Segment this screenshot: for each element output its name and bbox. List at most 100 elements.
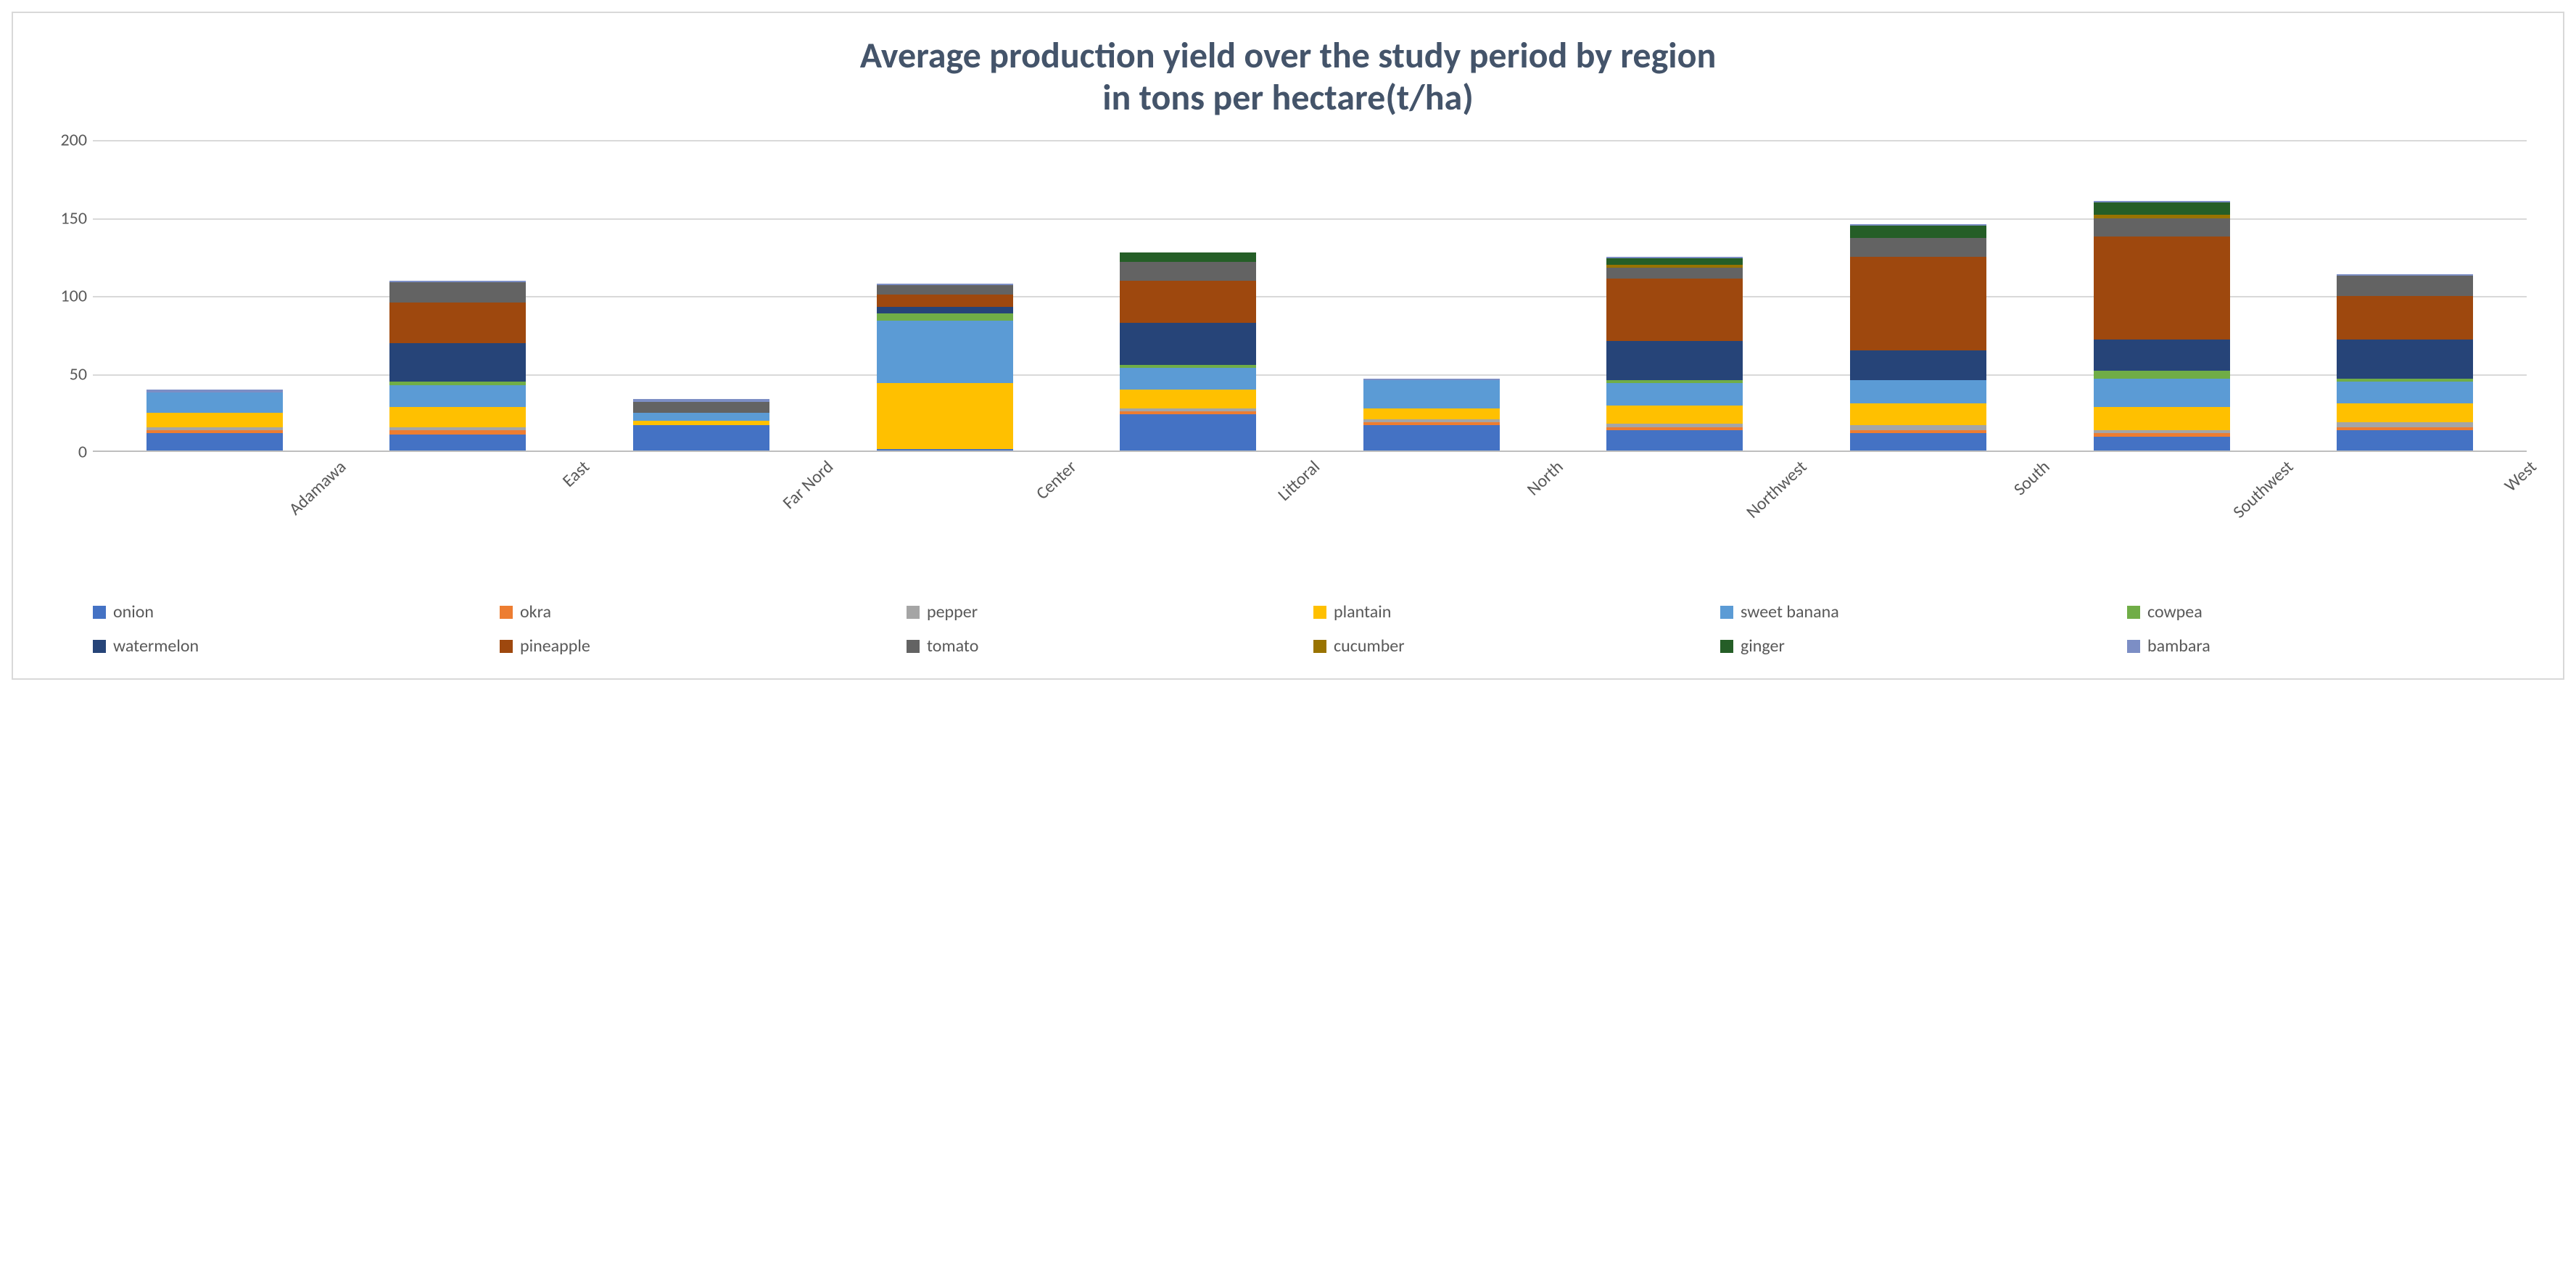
legend-label: sweet banana <box>1741 601 1839 622</box>
chart-title: Average production yield over the study … <box>42 35 2534 118</box>
bar-slot <box>1796 140 2040 452</box>
bar-segment-sweet_banana <box>877 321 1013 383</box>
bar-slot <box>2283 140 2527 452</box>
bar-segment-pineapple <box>1850 257 1986 350</box>
legend-swatch <box>1313 640 1326 653</box>
legend: onionokrapepperplantainsweet bananacowpe… <box>93 601 2527 657</box>
bar-slot <box>337 140 580 452</box>
stacked-bar <box>1850 224 1986 452</box>
bar-slot <box>1066 140 1310 452</box>
bar-slot <box>93 140 337 452</box>
legend-item-ginger: ginger <box>1720 636 2120 657</box>
x-label-slot: North <box>1310 456 1553 587</box>
x-label-slot: East <box>337 456 580 587</box>
bar-segment-sweet_banana <box>1120 368 1256 390</box>
bar-slot <box>1553 140 1797 452</box>
legend-item-tomato: tomato <box>907 636 1306 657</box>
legend-swatch <box>907 606 920 619</box>
x-label-slot: West <box>2283 456 2527 587</box>
legend-swatch <box>500 640 513 653</box>
legend-label: okra <box>520 601 551 622</box>
stacked-bar <box>1363 379 1500 452</box>
x-axis-line <box>93 451 2527 452</box>
bar-segment-plantain <box>2337 403 2473 422</box>
bar-segment-ginger <box>2094 202 2230 215</box>
bar-slot <box>2040 140 2284 452</box>
bar-segment-onion <box>2337 430 2473 452</box>
bar-segment-tomato <box>2094 218 2230 237</box>
legend-row: onionokrapepperplantainsweet bananacowpe… <box>93 601 2527 622</box>
bar-slot <box>1310 140 1553 452</box>
bar-segment-plantain <box>1363 408 1500 419</box>
legend-item-okra: okra <box>500 601 899 622</box>
bar-segment-onion <box>1606 430 1743 452</box>
bar-segment-plantain <box>877 383 1013 448</box>
bar-segment-onion <box>633 425 769 452</box>
x-label-slot: Northwest <box>1553 456 1797 587</box>
bar-segment-cowpea <box>2094 371 2230 379</box>
bar-segment-plantain <box>1606 406 1743 424</box>
x-axis-labels: AdamawaEastFar NordCenterLittoralNorthNo… <box>93 456 2527 587</box>
bar-segment-pineapple <box>1120 281 1256 323</box>
bar-segment-watermelon <box>2094 340 2230 371</box>
x-label-slot: South <box>1796 456 2040 587</box>
legend-item-pepper: pepper <box>907 601 1306 622</box>
bar-segment-onion <box>1850 433 1986 452</box>
legend-item-sweet_banana: sweet banana <box>1720 601 2120 622</box>
stacked-bar <box>877 284 1013 452</box>
legend-swatch <box>1720 640 1733 653</box>
chart-frame: Average production yield over the study … <box>12 12 2564 680</box>
plot-wrap: 050100150200 AdamawaEastFar NordCenterLi… <box>42 140 2534 657</box>
bar-segment-tomato <box>1120 262 1256 281</box>
stacked-bar <box>2337 274 2473 452</box>
bar-segment-ginger <box>1850 226 1986 238</box>
chart-title-line2: in tons per hectare(t/ha) <box>42 77 2534 119</box>
legend-label: cucumber <box>1334 636 1405 657</box>
x-label-slot: Center <box>823 456 1067 587</box>
bar-segment-plantain <box>1850 403 1986 425</box>
bar-segment-watermelon <box>1120 323 1256 365</box>
x-label-slot: Far Nord <box>579 456 823 587</box>
bar-segment-watermelon <box>1606 341 1743 380</box>
legend-label: ginger <box>1741 636 1785 657</box>
bar-segment-sweet_banana <box>1850 380 1986 403</box>
bar-segment-pineapple <box>1606 279 1743 341</box>
bar-segment-sweet_banana <box>389 385 526 407</box>
bar-segment-tomato <box>2337 276 2473 296</box>
y-tick-label: 200 <box>44 130 87 151</box>
bar-segment-watermelon <box>1850 350 1986 380</box>
legend-item-cucumber: cucumber <box>1313 636 1713 657</box>
x-label-slot: Littoral <box>1066 456 1310 587</box>
bar-segment-tomato <box>877 285 1013 295</box>
bar-segment-sweet_banana <box>2094 379 2230 407</box>
bar-segment-pineapple <box>877 295 1013 307</box>
legend-item-plantain: plantain <box>1313 601 1713 622</box>
x-label-slot: Southwest <box>2040 456 2284 587</box>
x-label-slot: Adamawa <box>93 456 337 587</box>
y-tick-label: 100 <box>44 286 87 307</box>
legend-swatch <box>500 606 513 619</box>
bars-container <box>93 140 2527 452</box>
legend-swatch <box>2127 640 2140 653</box>
legend-item-pineapple: pineapple <box>500 636 899 657</box>
stacked-bar <box>146 390 283 452</box>
bar-segment-onion <box>1120 414 1256 452</box>
stacked-bar <box>1120 252 1256 452</box>
y-tick-label: 150 <box>44 207 87 229</box>
bar-segment-plantain <box>2094 407 2230 430</box>
bar-segment-onion <box>1363 425 1500 452</box>
legend-swatch <box>907 640 920 653</box>
bar-segment-watermelon <box>2337 340 2473 379</box>
legend-label: onion <box>113 601 154 622</box>
bar-segment-cowpea <box>877 313 1013 321</box>
bar-slot <box>579 140 823 452</box>
legend-label: watermelon <box>113 636 199 657</box>
bar-segment-onion <box>2094 437 2230 453</box>
stacked-bar <box>633 399 769 452</box>
legend-label: tomato <box>927 636 978 657</box>
bar-segment-plantain <box>389 407 526 427</box>
bar-segment-watermelon <box>877 307 1013 313</box>
bar-slot <box>823 140 1067 452</box>
legend-swatch <box>2127 606 2140 619</box>
bar-segment-sweet_banana <box>146 392 283 413</box>
